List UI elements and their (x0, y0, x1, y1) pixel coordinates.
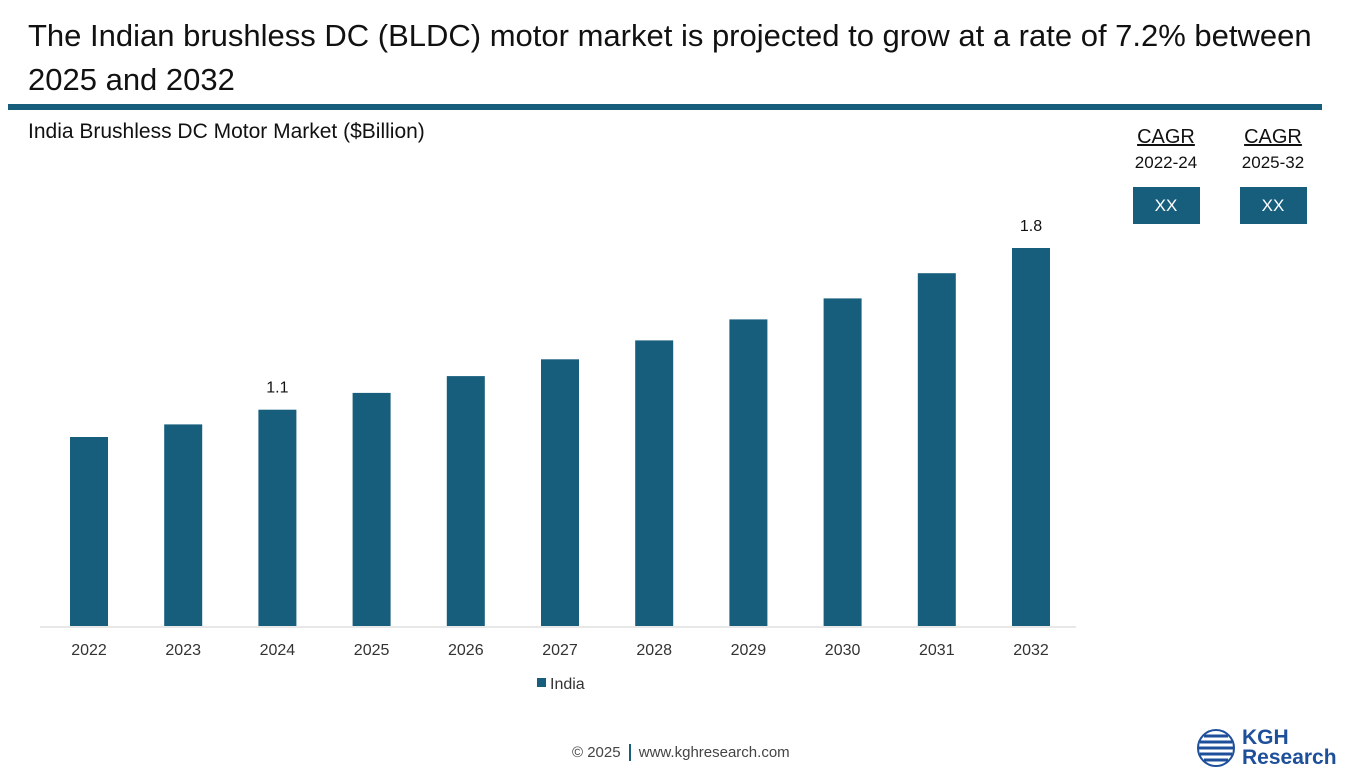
x-tick-label: 2029 (731, 642, 767, 659)
bar-2025 (352, 392, 391, 626)
cagr-period: 2025-32 (1241, 153, 1305, 172)
cagr-heading: CAGR (1137, 126, 1195, 148)
copyright: © 2025 (572, 744, 621, 761)
kgh-logo: KGH Research (1196, 726, 1337, 769)
title-divider (8, 104, 1322, 110)
chart-title: India Brushless DC Motor Market ($Billio… (28, 120, 425, 143)
data-label-2032: 1.8 (1020, 218, 1042, 235)
footer: © 2025 www.kghresearch.com (572, 744, 790, 761)
page-title: The Indian brushless DC (BLDC) motor mar… (28, 18, 1312, 97)
cagr-value: XX (1132, 187, 1200, 224)
cagr-heading: CAGR (1244, 126, 1302, 148)
bar-2030 (823, 298, 862, 626)
x-tick-label: 2026 (448, 642, 484, 659)
bar-2022 (70, 437, 108, 626)
x-tick-label: 2030 (825, 642, 861, 659)
legend-label: India (550, 676, 585, 693)
bar-2024 (258, 409, 297, 626)
bar-2026 (446, 376, 485, 626)
cagr-box-2025-32: CAGR 2025-32 XX (1233, 126, 1313, 224)
bar-2028 (635, 340, 674, 626)
bar-2023 (164, 424, 203, 626)
x-tick-label: 2027 (542, 642, 578, 659)
data-label-2024: 1.1 (266, 380, 288, 397)
globe-icon (1197, 729, 1235, 767)
legend-swatch (537, 678, 546, 687)
x-tick-label: 2031 (919, 642, 955, 659)
x-tick-label: 2032 (1013, 642, 1049, 659)
cagr-box-2022-24: CAGR 2022-24 XX (1126, 126, 1206, 224)
cagr-value: XX (1239, 187, 1307, 224)
bar-2032 (1012, 248, 1050, 626)
cagr-period: 2022-24 (1134, 153, 1198, 172)
x-tick-label: 2025 (354, 642, 390, 659)
x-tick-label: 2024 (260, 642, 296, 659)
x-tick-label: 2022 (71, 642, 107, 659)
website-link[interactable]: www.kghresearch.com (638, 744, 790, 761)
logo-text-2: Research (1242, 746, 1337, 769)
bar-2027 (541, 359, 579, 626)
x-tick-label: 2028 (636, 642, 672, 659)
x-tick-label: 2023 (165, 642, 201, 659)
logo-text-1: KGH (1242, 726, 1289, 749)
bar-2031 (917, 273, 956, 626)
bar-2029 (729, 319, 768, 626)
